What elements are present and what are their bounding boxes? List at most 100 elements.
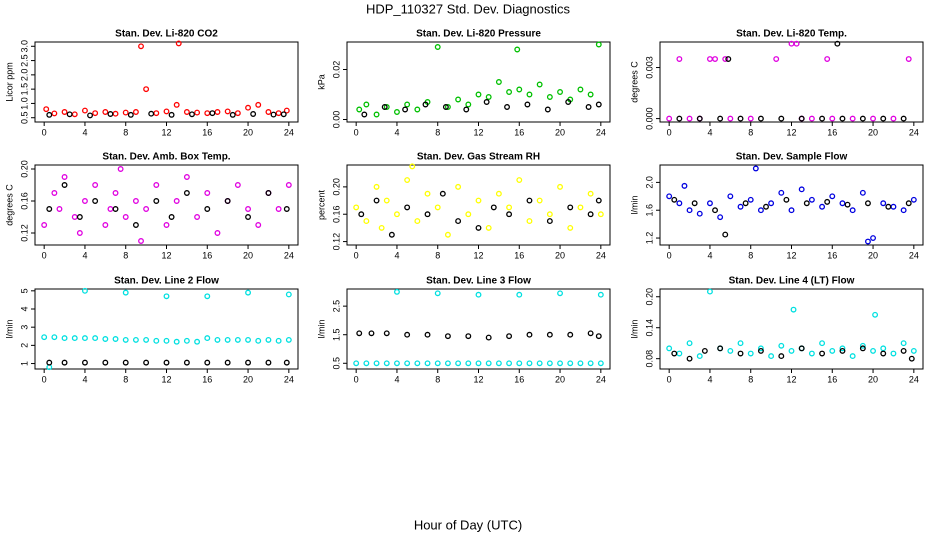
- point: [414, 218, 421, 225]
- point: [747, 196, 754, 203]
- y-tick-label: 2.5: [19, 54, 29, 67]
- point: [696, 115, 703, 122]
- point: [712, 56, 718, 62]
- y-tick-label: 0.00: [331, 111, 341, 129]
- point: [839, 345, 846, 352]
- point: [819, 350, 826, 357]
- point: [107, 206, 114, 212]
- point: [92, 335, 99, 342]
- x-tick-label: 24: [284, 250, 294, 260]
- point: [567, 360, 574, 367]
- point: [388, 231, 395, 238]
- point: [557, 360, 564, 367]
- point: [890, 115, 897, 122]
- point: [81, 287, 88, 294]
- point: [434, 360, 441, 367]
- point: [363, 101, 370, 108]
- point: [204, 206, 211, 212]
- point: [275, 337, 282, 344]
- point: [41, 334, 48, 341]
- point: [373, 111, 380, 118]
- y-axis-label: degrees C: [4, 184, 14, 226]
- point: [444, 104, 451, 110]
- point: [676, 350, 683, 357]
- plot-frame: [659, 41, 924, 123]
- point: [465, 360, 472, 367]
- x-tick-label: 4: [707, 250, 712, 260]
- point: [790, 306, 797, 313]
- point: [76, 230, 83, 236]
- y-tick-label: 0.14: [644, 319, 654, 337]
- point: [194, 109, 201, 116]
- point: [475, 197, 482, 204]
- point: [383, 330, 390, 337]
- point: [112, 110, 119, 117]
- point: [61, 182, 68, 188]
- point: [56, 206, 63, 212]
- point: [245, 359, 252, 366]
- x-tick-label: 12: [786, 374, 796, 384]
- point: [122, 289, 129, 296]
- point: [383, 197, 390, 204]
- point: [444, 333, 451, 340]
- point: [849, 115, 856, 122]
- point: [183, 109, 190, 115]
- page-title: HDP_110327 Std. Dev. Diagnostics: [366, 1, 571, 16]
- point: [168, 111, 175, 118]
- y-axis-label: Licor ppm: [4, 62, 14, 102]
- point: [706, 288, 713, 295]
- point: [255, 222, 262, 228]
- point: [465, 333, 472, 340]
- x-tick-label: 12: [786, 250, 796, 260]
- point: [849, 353, 856, 360]
- y-axis-label: percent: [316, 189, 326, 220]
- x-tick-label: 20: [868, 127, 878, 137]
- x-tick-label: 8: [123, 127, 128, 137]
- x-tick-label: 0: [667, 374, 672, 384]
- x-tick-label: 12: [161, 127, 171, 137]
- point: [839, 115, 846, 122]
- point: [696, 353, 703, 360]
- point: [422, 101, 429, 108]
- point: [725, 56, 732, 62]
- point: [526, 197, 533, 204]
- y-tick-label: 0.12: [331, 233, 341, 251]
- x-tick-label: 20: [555, 374, 565, 384]
- point: [122, 109, 129, 116]
- point: [71, 214, 78, 220]
- point: [173, 198, 180, 204]
- x-tick-label: 24: [284, 374, 294, 384]
- point: [706, 200, 713, 207]
- x-tick-label: 4: [394, 374, 399, 384]
- point: [183, 359, 190, 366]
- point: [353, 360, 360, 367]
- x-tick-label: 0: [667, 127, 672, 137]
- y-tick-label: 0.12: [19, 224, 29, 242]
- point: [102, 109, 109, 115]
- point: [51, 190, 58, 196]
- point: [234, 182, 241, 188]
- point: [798, 186, 805, 193]
- point: [285, 182, 292, 188]
- x-tick-label: 20: [243, 374, 253, 384]
- point: [163, 108, 170, 115]
- point: [567, 204, 574, 211]
- point: [163, 222, 170, 228]
- point: [112, 336, 119, 342]
- x-tick-label: 16: [514, 127, 524, 137]
- point: [404, 360, 411, 367]
- point: [546, 218, 553, 225]
- point: [536, 197, 543, 204]
- point: [51, 110, 58, 117]
- x-tick-label: 16: [827, 250, 837, 260]
- point: [829, 347, 836, 354]
- y-tick-label: 1.5: [19, 83, 29, 96]
- point: [516, 177, 523, 183]
- point: [442, 104, 449, 110]
- point: [686, 355, 693, 362]
- x-tick-label: 20: [868, 250, 878, 260]
- point: [475, 291, 482, 298]
- point: [859, 115, 866, 122]
- x-tick-label: 16: [827, 127, 837, 137]
- point: [701, 347, 708, 354]
